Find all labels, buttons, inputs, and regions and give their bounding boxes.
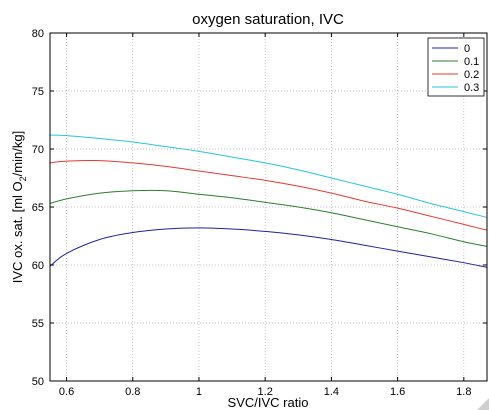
y-tick-label: 80 [32, 28, 44, 40]
y-axis-label-subscript: 2 [18, 176, 28, 181]
legend-label-3: 0.3 [464, 82, 479, 94]
axis-ticks: 0.6 0.8 1 1.2 1.4 1.6 1.8 50 55 60 65 70 75 80 [32, 28, 487, 398]
x-tick-label: 1.4 [324, 386, 339, 398]
y-axis-label-rest: /min/kg] [10, 131, 25, 177]
y-tick-label: 75 [32, 86, 44, 98]
series-line-2 [49, 160, 488, 231]
legend-label-1: 0.1 [464, 56, 479, 68]
series-lines [49, 134, 488, 268]
series-line-1 [49, 189, 488, 247]
series-line-3 [49, 134, 488, 218]
legend-label-2: 0.2 [464, 69, 479, 81]
resize-grip [477, 398, 489, 410]
y-tick-label: 60 [32, 260, 44, 272]
plot-background [50, 33, 487, 381]
y-axis-label: IVC ox. sat. [ml O2/min/kg] [10, 131, 28, 283]
x-tick-label: 0.8 [125, 386, 140, 398]
y-tick-label: 50 [32, 376, 44, 388]
x-tick-label: 0.6 [59, 386, 74, 398]
legend: 00.10.20.3 [427, 37, 485, 97]
legend-label-0: 0 [464, 43, 470, 55]
y-tick-label: 70 [32, 144, 44, 156]
x-tick-label: 1.2 [258, 386, 273, 398]
x-tick-label: 1.6 [390, 386, 405, 398]
chart-title: oxygen saturation, IVC [192, 11, 344, 28]
grid-lines [50, 32, 487, 382]
x-tick-label: 1.8 [456, 386, 471, 398]
series-line-0 [49, 227, 488, 268]
y-tick-label: 55 [32, 318, 44, 330]
x-axis-label: SVC/IVC ratio [228, 395, 309, 410]
y-axis-label-main: IVC ox. sat. [ml O [10, 181, 25, 283]
x-tick-label: 1 [196, 386, 202, 398]
y-tick-label: 65 [32, 202, 44, 214]
